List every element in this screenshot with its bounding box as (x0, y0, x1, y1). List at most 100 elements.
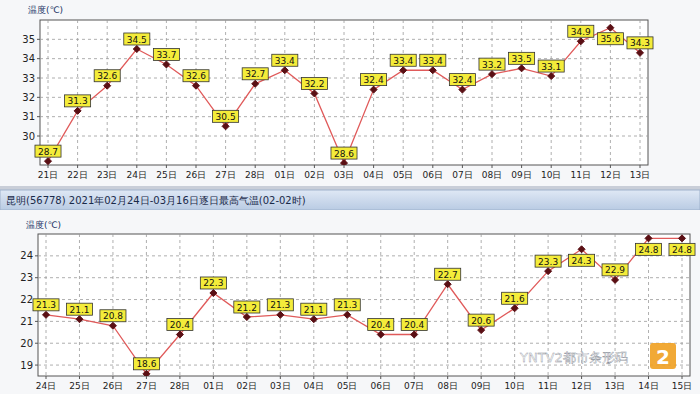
data-label-box (568, 25, 594, 37)
data-label: 22.7 (438, 270, 458, 280)
y-tick (37, 116, 40, 117)
x-tick-label: 25日 (69, 381, 89, 391)
data-label: 21.6 (505, 294, 525, 304)
data-label-box (669, 243, 695, 255)
x-tick (682, 376, 683, 379)
chart-title: 昆明(56778) 2021年02月24日-03月16日逐日最高气温(02-02… (6, 195, 306, 206)
data-label-box (267, 299, 293, 311)
marker (311, 90, 318, 97)
data-label: 32.6 (97, 71, 117, 81)
data-label: 32.6 (186, 71, 206, 81)
x-tick-label: 06日 (371, 381, 391, 391)
data-label: 22.9 (605, 265, 625, 275)
x-tick (373, 165, 374, 168)
data-group (43, 235, 686, 376)
x-tick (255, 165, 256, 168)
grid-line-vertical (77, 20, 78, 165)
grid-line-vertical (492, 20, 493, 165)
data-label-box (449, 74, 475, 86)
data-label: 20.4 (404, 320, 424, 330)
data-label-box (200, 277, 226, 289)
x-tick (432, 165, 433, 168)
marker (281, 67, 288, 74)
data-label-box (597, 33, 623, 45)
marker (344, 311, 351, 318)
y-axis-label: 温度(℃) (28, 5, 63, 15)
x-tick (610, 165, 611, 168)
stage: 温度(℃)30313233343521日22日23日24日25日26日27日28… (0, 0, 700, 394)
x-tick (112, 376, 113, 379)
x-tick (648, 376, 649, 379)
data-label-box (538, 60, 564, 72)
grid-line (38, 277, 690, 278)
marker (76, 316, 83, 323)
x-tick (196, 165, 197, 168)
x-tick-label: 23日 (97, 170, 117, 180)
grid-line-vertical (146, 234, 147, 376)
grid-line-vertical (196, 20, 197, 165)
x-tick-label: 07日 (404, 381, 424, 391)
data-label-box (636, 243, 662, 255)
x-tick-label: 28日 (170, 381, 190, 391)
data-label: 28.6 (334, 149, 354, 159)
data-label: 24.8 (639, 245, 659, 255)
line (48, 28, 640, 163)
x-tick-label: 04日 (363, 170, 383, 180)
grid-line-vertical (284, 20, 285, 165)
x-tick (481, 376, 482, 379)
x-tick-label: 12日 (600, 170, 620, 180)
x-tick-label: 26日 (103, 381, 123, 391)
panel-bottom (0, 210, 700, 394)
marker (243, 314, 250, 321)
marker (143, 370, 150, 376)
x-tick-label: 01日 (203, 381, 223, 391)
data-label: 33.2 (482, 60, 502, 70)
data-label: 24.3 (572, 256, 592, 266)
x-tick-label: 12日 (571, 381, 591, 391)
grid-line-vertical (48, 20, 49, 165)
x-tick (46, 376, 47, 379)
x-tick-label: 08日 (482, 170, 502, 180)
marker (518, 65, 525, 72)
data-label: 20.6 (471, 316, 491, 326)
x-tick (492, 165, 493, 168)
y-tick (35, 277, 38, 278)
marker (109, 322, 116, 329)
y-tick (37, 136, 40, 137)
x-tick-label: 08日 (437, 381, 457, 391)
data-label-box (420, 54, 446, 66)
data-label-box (94, 70, 120, 82)
grid-line-vertical (481, 234, 482, 376)
y-tick-label: 35 (22, 34, 35, 45)
marker (400, 67, 407, 74)
x-tick (79, 376, 80, 379)
x-tick (280, 376, 281, 379)
x-tick-label: 09日 (511, 170, 531, 180)
marker (645, 235, 652, 242)
x-tick (514, 376, 515, 379)
grid-line (40, 97, 648, 98)
grid-line-vertical (521, 20, 522, 165)
grid-line-vertical (344, 20, 345, 165)
marker (74, 107, 81, 114)
data-label: 21.1 (69, 305, 89, 315)
y-tick-label: 30 (22, 131, 35, 142)
data-label-box (535, 255, 561, 267)
data-label-box (368, 318, 394, 330)
grid-line-vertical (432, 20, 433, 165)
x-tick (347, 376, 348, 379)
marker (577, 38, 584, 45)
data-label-box (66, 303, 92, 315)
x-tick (640, 165, 641, 168)
data-label: 33.5 (512, 54, 532, 64)
x-tick-label: 14日 (638, 381, 658, 391)
x-tick (166, 165, 167, 168)
marker (548, 73, 555, 80)
x-tick-label: 24日 (36, 381, 56, 391)
data-label: 33.4 (275, 56, 295, 66)
y-tick (35, 321, 38, 322)
data-label-box (435, 268, 461, 280)
data-label: 35.6 (600, 34, 620, 44)
marker (104, 82, 111, 89)
marker (222, 123, 229, 130)
